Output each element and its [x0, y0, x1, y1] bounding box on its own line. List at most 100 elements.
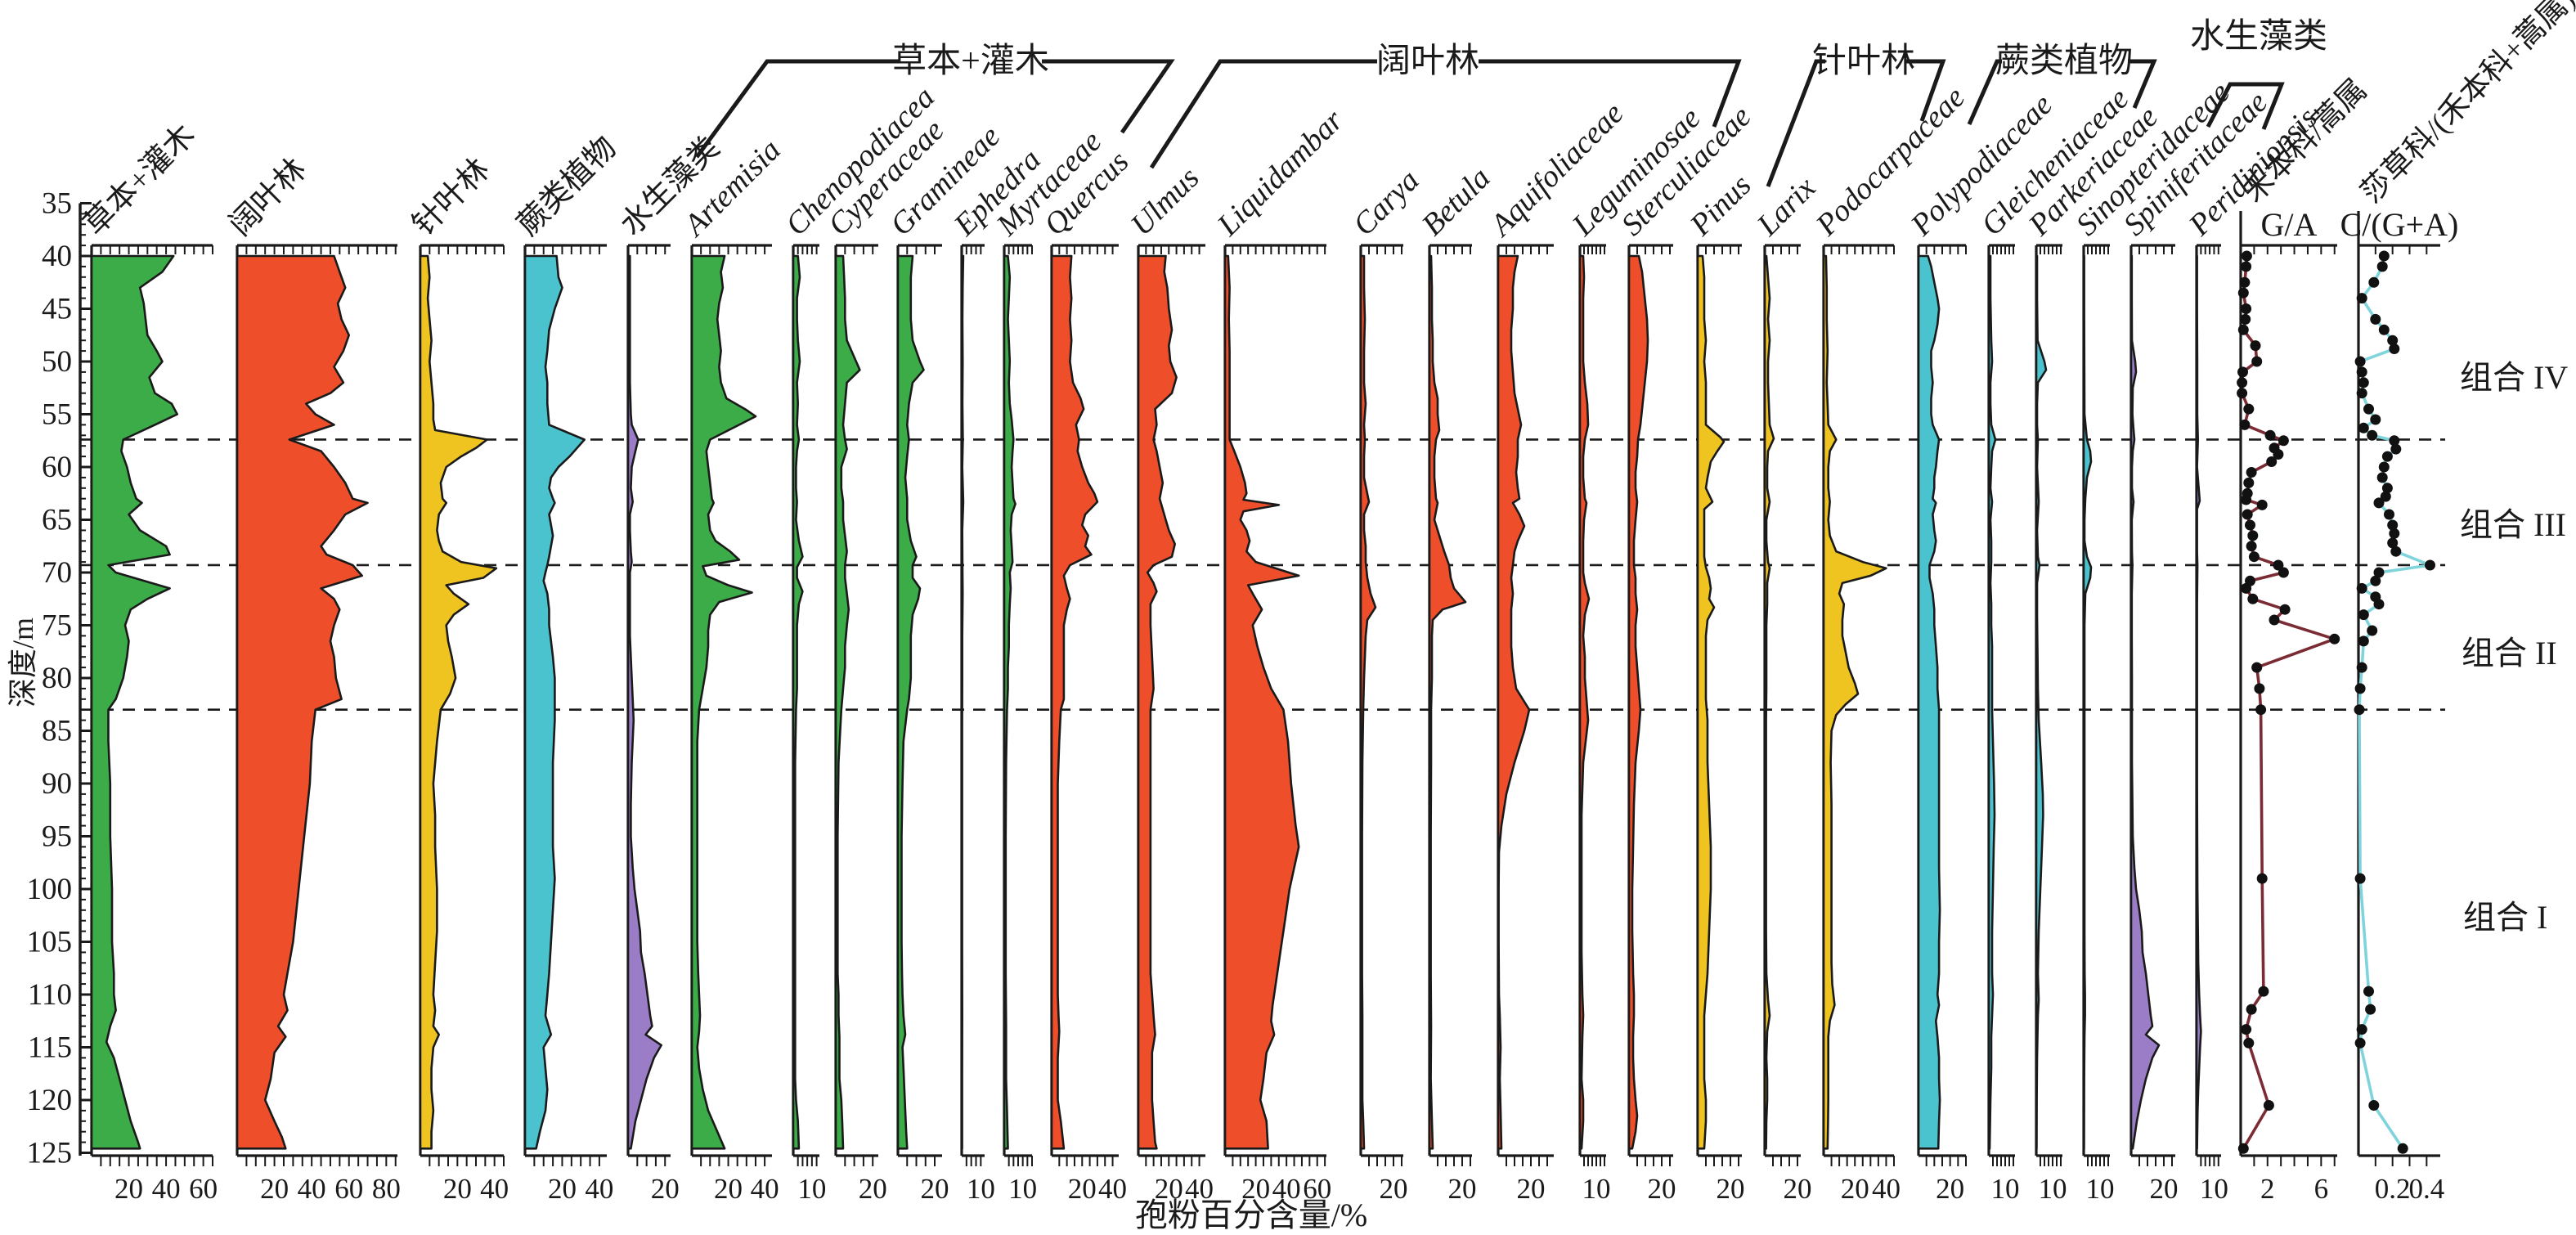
profile-area — [523, 254, 586, 1150]
profile-point — [2239, 276, 2251, 288]
depth-tick-label: 45 — [42, 293, 72, 326]
profile-area — [1003, 254, 1016, 1150]
column-scale-tick-label: 20 — [921, 1173, 949, 1205]
column-scale-tick-label: 40 — [298, 1173, 326, 1205]
zone-label: 组合 II — [2462, 635, 2557, 671]
profile-point — [2239, 419, 2251, 430]
group-bracket: 针叶林 — [1766, 43, 1946, 187]
profile-point — [2242, 509, 2253, 520]
profile-point — [2387, 537, 2399, 549]
group-bracket-line — [1042, 59, 1175, 134]
group-bracket-line — [2128, 59, 2157, 109]
column-scale-tick-label: 40 — [1098, 1173, 1127, 1205]
profile-area — [960, 254, 965, 1150]
column-scale-tick-label: 10 — [2039, 1173, 2067, 1205]
column-scale-tick-label: 20 — [1841, 1173, 1869, 1205]
column-scale-tick-label: 0.4 — [2408, 1173, 2444, 1205]
profile-point — [2356, 388, 2367, 399]
profile-point — [2246, 467, 2257, 478]
profile-point — [2241, 582, 2252, 594]
profile-area — [1696, 254, 1726, 1150]
profile-point — [2241, 250, 2252, 262]
column-scale-tick-label: 20 — [1155, 1173, 1183, 1205]
column-scale-tick-label: 20 — [859, 1173, 887, 1205]
profile-point — [2397, 1143, 2408, 1154]
profile-point — [2263, 1100, 2274, 1111]
profile-point — [2370, 575, 2381, 586]
column-scale-tick-label: 60 — [189, 1173, 218, 1205]
profile-point — [2243, 403, 2255, 415]
profile-point — [2243, 477, 2255, 488]
depth-tick-label: 125 — [27, 1137, 73, 1170]
profile-point — [2358, 635, 2369, 647]
profile-point — [2354, 683, 2366, 694]
profile-point — [2248, 551, 2260, 563]
column-scale-tick-label: 20 — [1068, 1173, 1097, 1205]
profile-point — [2387, 519, 2399, 531]
profile-point — [2237, 287, 2249, 299]
profile-area — [896, 254, 925, 1150]
profile-point — [2354, 1037, 2366, 1049]
profile-point — [2373, 599, 2385, 610]
depth-tick-label: 80 — [42, 662, 72, 695]
profile-point — [2387, 335, 2399, 346]
profile-point — [2356, 293, 2367, 304]
profile-area — [1917, 254, 1941, 1150]
profile-point — [2378, 324, 2390, 335]
depth-tick-label: 40 — [42, 240, 72, 273]
depth-tick-label: 115 — [28, 1031, 72, 1065]
profile-area — [1627, 254, 1649, 1150]
profile-area — [1050, 254, 1099, 1150]
profile-point — [2356, 662, 2367, 673]
column-scale-tick-label: 40 — [152, 1173, 181, 1205]
profile-point — [2373, 567, 2385, 578]
profile-point — [2368, 1100, 2380, 1111]
profile-area — [1578, 254, 1591, 1150]
group-bracket-line — [1766, 59, 1825, 187]
column-scale-tick-label: 80 — [372, 1173, 401, 1205]
group-bracket-line — [1149, 59, 1377, 169]
profile-area — [419, 254, 498, 1150]
x-axis-title: 孢粉百分含量/% — [1135, 1197, 1367, 1233]
x-axis-title-group: 孢粉百分含量/% — [1135, 1197, 1367, 1233]
profile-point — [2246, 541, 2257, 552]
group-label: 水生藻类 — [2190, 18, 2327, 56]
depth-tick-label: 110 — [28, 978, 72, 1012]
depth-tick-label: 70 — [42, 556, 72, 590]
profile-area — [1359, 254, 1377, 1150]
profile-area — [2129, 254, 2161, 1150]
depth-tick-label: 50 — [42, 345, 72, 379]
column-scale-tick-label: 20 — [1717, 1173, 1745, 1205]
profile-point — [2390, 546, 2402, 557]
profile-point — [2247, 530, 2259, 541]
profile-point — [2363, 986, 2374, 997]
profile-point — [2237, 366, 2248, 378]
zone-label: 组合 III — [2460, 506, 2566, 543]
column-scale-tick-label: 2 — [2260, 1173, 2275, 1205]
zone-label-group: 组合 I — [2463, 899, 2547, 936]
profile-point — [2247, 593, 2259, 604]
profile-area — [626, 254, 663, 1150]
column-scale-tick-label: 40 — [585, 1173, 613, 1205]
profile-point — [2241, 303, 2252, 314]
profile-area — [90, 254, 178, 1150]
profile-point — [2378, 250, 2390, 262]
zone-label-group: 组合 II — [2462, 635, 2557, 671]
profile-point — [2356, 582, 2367, 594]
profile-point — [2254, 683, 2265, 694]
group-label: 阔叶林 — [1376, 43, 1479, 80]
profile-point — [2269, 614, 2280, 626]
column-scale-tick-label: 6 — [2314, 1173, 2329, 1205]
column-scale-tick-label: 40 — [1272, 1173, 1301, 1205]
profile-point — [2367, 429, 2378, 441]
zone-label-group: 组合 III — [2460, 506, 2566, 543]
column-scale-tick-label: 10 — [797, 1173, 826, 1205]
column-scale-tick-label: 40 — [480, 1173, 509, 1205]
profile-point — [2381, 451, 2393, 462]
profile-point — [2237, 377, 2248, 388]
column-scale-tick-label: 20 — [1936, 1173, 1964, 1205]
profile-point — [2389, 344, 2400, 354]
profile-point — [2370, 414, 2381, 425]
